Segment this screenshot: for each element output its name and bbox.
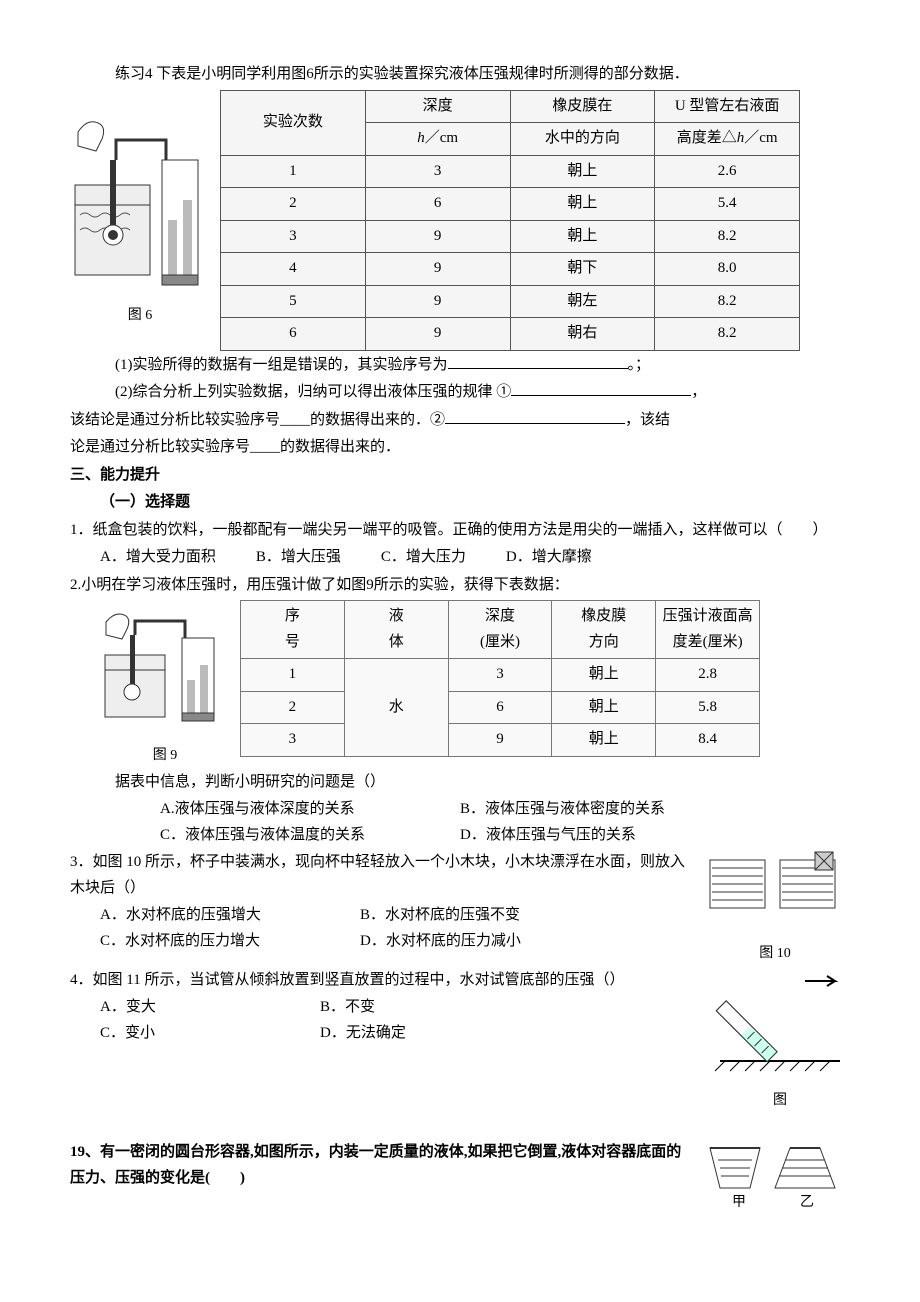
opt[interactable]: B．不变 bbox=[320, 999, 375, 1015]
figure9-caption: 图 9 bbox=[100, 744, 230, 768]
opt[interactable]: A．增大受力面积 bbox=[100, 545, 216, 571]
select-q4: 4．如图 11 所示，当试管从倾斜放置到竖直放置的过程中，水对试管底部的压强（）… bbox=[70, 966, 850, 1113]
experiment-table-1: 实验次数 深度 橡皮膜在 U 型管左右液面 h／cm 水中的方向 高度差△h／c… bbox=[220, 90, 800, 351]
fill-q2c: 论是通过分析比较实验序号____的数据得出来的． bbox=[70, 435, 850, 461]
intro-text: 练习4 下表是小明同学利用图6所示的实验装置探究液体压强规律时所测得的部分数据． bbox=[70, 62, 850, 88]
blank[interactable] bbox=[448, 353, 628, 369]
select-q1-options: A．增大受力面积 B．增大压强 C．增大压力 D．增大摩擦 bbox=[70, 545, 850, 571]
table-row: 13朝上2.6 bbox=[221, 155, 800, 188]
opt[interactable]: B．增大压强 bbox=[256, 545, 341, 571]
t1-h1: 实验次数 bbox=[221, 90, 366, 155]
opt[interactable]: A．变大 bbox=[100, 999, 156, 1015]
select-q2-options: A.液体压强与液体深度的关系B．液体压强与液体密度的关系 C．液体压强与液体温度… bbox=[70, 797, 850, 848]
blank[interactable] bbox=[511, 380, 691, 396]
t1-h4b: 高度差△h／cm bbox=[655, 123, 800, 156]
apparatus-diagram-icon bbox=[70, 90, 210, 300]
figure11-caption: 图 bbox=[710, 1089, 850, 1113]
table1-head: 实验次数 深度 橡皮膜在 U 型管左右液面 h／cm 水中的方向 高度差△h／c… bbox=[221, 90, 800, 155]
t2h3: 深度(厘米) bbox=[448, 601, 552, 659]
t1-h3a: 橡皮膜在 bbox=[510, 90, 655, 123]
select-q3: 3．如图 10 所示，杯子中装满水，现向杯中轻轻放入一个小木块，小木块漂浮在水面… bbox=[70, 848, 850, 965]
table-row: 69朝右8.2 bbox=[221, 318, 800, 351]
opt[interactable]: C．变小 bbox=[100, 1025, 155, 1041]
figure10-caption: 图 10 bbox=[700, 942, 850, 966]
select-q2-question: 据表中信息，判断小明研究的问题是（） bbox=[70, 770, 850, 796]
fig9-and-table: 图 9 序号 液体 深度(厘米) 橡皮膜方向 压强计液面高度差(厘米) 1水3朝… bbox=[100, 600, 850, 768]
select-q4-options2: C．变小 D．无法确定 bbox=[70, 1021, 702, 1047]
select-q4-text: 4．如图 11 所示，当试管从倾斜放置到竖直放置的过程中，水对试管底部的压强（） bbox=[70, 968, 702, 994]
q19: 19、有一密闭的圆台形容器,如图所示，内装一定质量的液体,如果把它倒置,液体对容… bbox=[70, 1138, 850, 1223]
section-3a-title: （一）选择题 bbox=[70, 490, 850, 516]
table-row: 39朝上8.4 bbox=[241, 724, 760, 757]
opt[interactable]: B．水对杯底的压强不变 bbox=[360, 903, 520, 929]
opt[interactable]: D．水对杯底的压力减小 bbox=[360, 929, 521, 955]
fill-q2b: 该结论是通过分析比较实验序号____的数据得出来的．②，该结 bbox=[70, 408, 850, 434]
figure6-caption: 图 6 bbox=[70, 304, 210, 328]
section-3-title: 三、能力提升 bbox=[70, 463, 850, 489]
opt[interactable]: D．液体压强与气压的关系 bbox=[460, 823, 636, 849]
table1-body: 13朝上2.6 26朝上5.4 39朝上8.2 49朝下8.0 59朝左8.2 … bbox=[221, 155, 800, 350]
figure-6: 图 6 bbox=[70, 90, 210, 328]
opt[interactable]: A．水对杯底的压强增大 bbox=[100, 903, 360, 929]
table-row: 39朝上8.2 bbox=[221, 220, 800, 253]
figure-10: 图 10 bbox=[700, 848, 850, 965]
select-q4-options: A．变大 B．不变 bbox=[70, 995, 702, 1021]
table-row: 49朝下8.0 bbox=[221, 253, 800, 286]
test-tube-icon bbox=[710, 966, 850, 1076]
opt[interactable]: C．液体压强与液体温度的关系 bbox=[160, 823, 460, 849]
t2h5: 压强计液面高度差(厘米) bbox=[656, 601, 760, 659]
opt[interactable]: C．水对杯底的压力增大 bbox=[100, 929, 360, 955]
figure-vessels: 甲 乙 bbox=[700, 1138, 850, 1223]
table-row: 59朝左8.2 bbox=[221, 285, 800, 318]
opt[interactable]: C．增大压力 bbox=[381, 545, 466, 571]
opt[interactable]: A.液体压强与液体深度的关系 bbox=[160, 797, 460, 823]
trapezoid-vessels-icon: 甲 乙 bbox=[700, 1138, 850, 1213]
t1-h2a: 深度 bbox=[365, 90, 510, 123]
t1-h4a: U 型管左右液面 bbox=[655, 90, 800, 123]
fill-q1: (1)实验所得的数据有一组是错误的，其实验序号为。； bbox=[70, 353, 850, 379]
t2h2: 液体 bbox=[344, 601, 448, 659]
vessel-label-b: 乙 bbox=[800, 1194, 814, 1210]
figure-9: 图 9 bbox=[100, 600, 230, 768]
t1-h2b: h／cm bbox=[365, 123, 510, 156]
select-q2-intro: 2.小明在学习液体压强时，用压强计做了如图9所示的实验，获得下表数据： bbox=[70, 573, 850, 599]
table-row: 26朝上5.4 bbox=[221, 188, 800, 221]
select-q1: 1．纸盒包装的饮料，一般都配有一端尖另一端平的吸管。正确的使用方法是用尖的一端插… bbox=[70, 518, 850, 544]
table-row: 26朝上5.8 bbox=[241, 691, 760, 724]
opt[interactable]: D．增大摩擦 bbox=[506, 545, 592, 571]
t2h1: 序号 bbox=[241, 601, 345, 659]
q19-text: 19、有一密闭的圆台形容器,如图所示，内装一定质量的液体,如果把它倒置,液体对容… bbox=[70, 1140, 692, 1191]
vessel-label-a: 甲 bbox=[732, 1195, 746, 1210]
fill-q2a: (2)综合分析上列实验数据，归纳可以得出液体压强的规律 ①， bbox=[70, 380, 850, 406]
apparatus-diagram-icon bbox=[100, 600, 230, 740]
figure-11: 图 bbox=[710, 966, 850, 1113]
opt[interactable]: D．无法确定 bbox=[320, 1025, 406, 1041]
experiment-table-2: 序号 液体 深度(厘米) 橡皮膜方向 压强计液面高度差(厘米) 1水3朝上2.8… bbox=[240, 600, 760, 757]
t1-h3b: 水中的方向 bbox=[510, 123, 655, 156]
t2h4: 橡皮膜方向 bbox=[552, 601, 656, 659]
blank[interactable] bbox=[445, 408, 625, 424]
select-q3-text: 3．如图 10 所示，杯子中装满水，现向杯中轻轻放入一个小木块，小木块漂浮在水面… bbox=[70, 850, 692, 901]
opt[interactable]: B．液体压强与液体密度的关系 bbox=[460, 797, 665, 823]
fig6-and-table: 图 6 实验次数 深度 橡皮膜在 U 型管左右液面 h／cm 水中的方向 高度差… bbox=[70, 90, 850, 351]
cups-icon bbox=[700, 848, 850, 928]
table-row: 1水3朝上2.8 bbox=[241, 659, 760, 692]
